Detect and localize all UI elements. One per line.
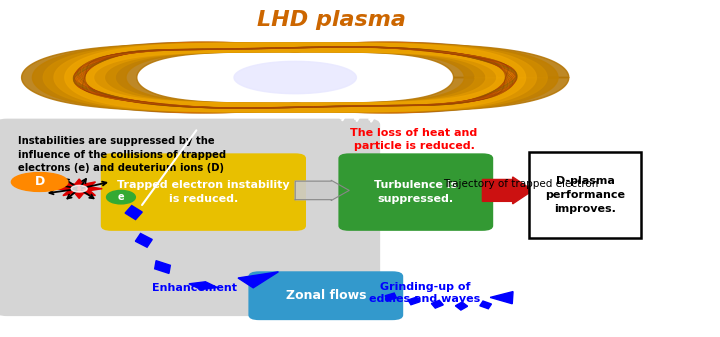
Polygon shape	[68, 42, 523, 113]
Polygon shape	[189, 282, 217, 289]
Polygon shape	[58, 42, 532, 113]
Polygon shape	[480, 301, 492, 309]
Polygon shape	[408, 297, 420, 305]
Polygon shape	[45, 42, 546, 113]
Text: Instabilities are suppressed by the
influence of the collisions of trapped
elect: Instabilities are suppressed by the infl…	[18, 136, 226, 173]
Polygon shape	[49, 42, 541, 113]
Text: D: D	[35, 176, 45, 188]
Text: e: e	[117, 192, 125, 202]
Polygon shape	[77, 42, 513, 113]
Text: Trajectory of trapped electron: Trajectory of trapped electron	[443, 179, 598, 189]
Text: Turbulence is
suppressed.: Turbulence is suppressed.	[374, 181, 457, 204]
Polygon shape	[71, 42, 519, 113]
Text: LHD plasma: LHD plasma	[257, 10, 405, 30]
Polygon shape	[155, 261, 171, 273]
Ellipse shape	[12, 173, 68, 191]
Polygon shape	[385, 293, 397, 301]
FancyBboxPatch shape	[338, 153, 493, 231]
Polygon shape	[65, 43, 526, 112]
Polygon shape	[73, 42, 517, 113]
Polygon shape	[71, 185, 87, 192]
Polygon shape	[125, 206, 143, 220]
Polygon shape	[55, 42, 536, 113]
Polygon shape	[76, 42, 515, 113]
Polygon shape	[43, 43, 547, 112]
Text: Enhancement: Enhancement	[152, 283, 237, 293]
Polygon shape	[70, 42, 521, 113]
Circle shape	[107, 190, 135, 204]
Text: The loss of heat and
particle is reduced.: The loss of heat and particle is reduced…	[351, 128, 477, 151]
Polygon shape	[234, 61, 356, 94]
Polygon shape	[54, 43, 536, 112]
Polygon shape	[56, 179, 102, 198]
Text: Grinding-up of
eddies and waves: Grinding-up of eddies and waves	[369, 282, 480, 304]
Polygon shape	[66, 42, 525, 113]
Polygon shape	[62, 42, 528, 113]
Text: D-plasma
performance
improves.: D-plasma performance improves.	[545, 176, 625, 214]
Polygon shape	[60, 42, 530, 113]
Polygon shape	[56, 42, 534, 113]
Polygon shape	[238, 272, 279, 288]
Polygon shape	[50, 42, 540, 113]
FancyBboxPatch shape	[529, 152, 641, 238]
Text: Zonal flows: Zonal flows	[286, 289, 366, 302]
Polygon shape	[295, 180, 349, 201]
Polygon shape	[47, 42, 544, 113]
Polygon shape	[431, 300, 444, 308]
Polygon shape	[22, 43, 569, 112]
Text: Trapped electron instability
is reduced.: Trapped electron instability is reduced.	[117, 181, 289, 204]
FancyBboxPatch shape	[0, 119, 380, 316]
Polygon shape	[135, 234, 152, 247]
Polygon shape	[455, 302, 467, 310]
Polygon shape	[53, 42, 538, 113]
Polygon shape	[64, 42, 526, 113]
FancyBboxPatch shape	[248, 271, 403, 320]
Polygon shape	[490, 292, 513, 304]
Polygon shape	[32, 43, 558, 112]
Polygon shape	[482, 177, 533, 204]
FancyBboxPatch shape	[101, 153, 306, 231]
